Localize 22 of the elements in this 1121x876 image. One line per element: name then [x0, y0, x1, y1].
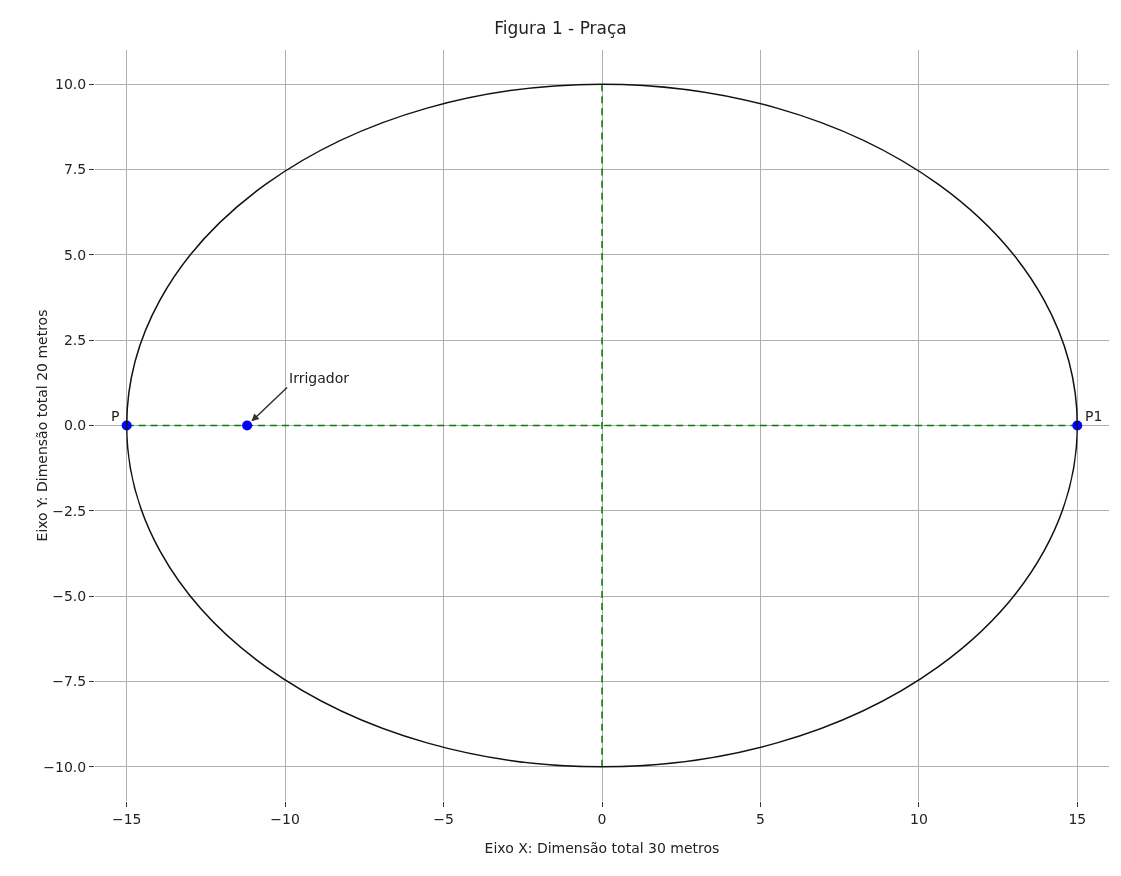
y-tick-label: 2.5: [63, 332, 87, 349]
x-tick-label: 5: [755, 810, 765, 827]
y-tick-label: −10.0: [43, 758, 87, 775]
y-tick-label: −2.5: [52, 502, 87, 519]
annotation: P: [111, 408, 120, 424]
x-tick-label: −15: [111, 810, 142, 827]
y-tick-label: −7.5: [52, 673, 87, 690]
x-tick-label: −10: [270, 810, 300, 827]
y-tick-label: −5.0: [52, 588, 87, 605]
y-tick-label: 0.0: [63, 417, 87, 434]
x-tick-label: −5: [433, 810, 454, 827]
x-tick-label: 10: [909, 810, 928, 827]
chart-title: Figura 1 - Praça: [494, 17, 627, 38]
x-tick-label: 0: [597, 810, 607, 827]
y-axis-title: Eixo Y: Dimensão total 20 metros: [34, 309, 51, 542]
x-tick-label: 15: [1068, 810, 1087, 827]
y-tick-label: 10.0: [55, 76, 87, 93]
x-axis-title: Eixo X: Dimensão total 30 metros: [484, 840, 720, 856]
y-tick-label: 5.0: [63, 246, 87, 263]
y-tick-label: 7.5: [63, 161, 87, 178]
annotation: P1: [1085, 408, 1103, 424]
annotation: Irrigador: [289, 370, 350, 386]
